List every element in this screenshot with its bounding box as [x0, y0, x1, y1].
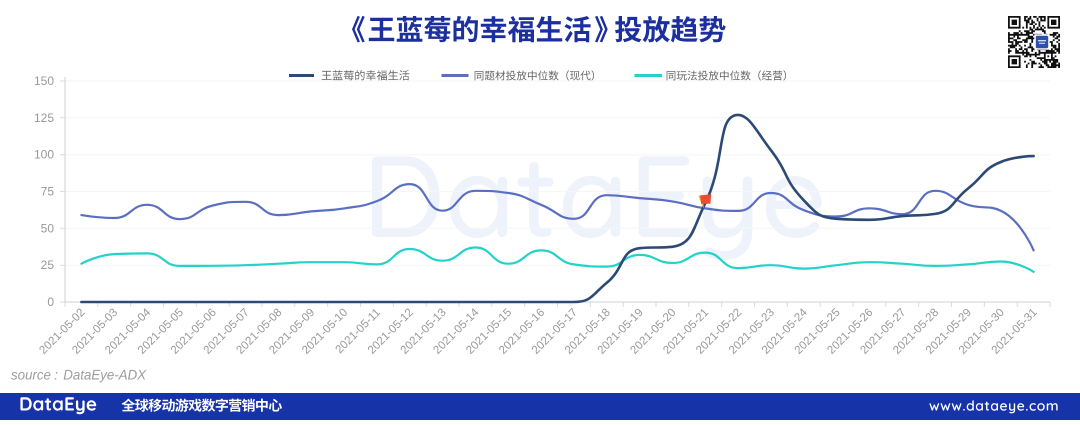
- svg-text:150: 150: [34, 74, 54, 88]
- svg-text:75: 75: [41, 185, 55, 199]
- svg-text:25: 25: [41, 258, 55, 272]
- svg-text:125: 125: [34, 111, 54, 125]
- svg-text:100: 100: [34, 148, 54, 162]
- svg-text:0: 0: [47, 295, 54, 309]
- svg-text:50: 50: [41, 221, 55, 235]
